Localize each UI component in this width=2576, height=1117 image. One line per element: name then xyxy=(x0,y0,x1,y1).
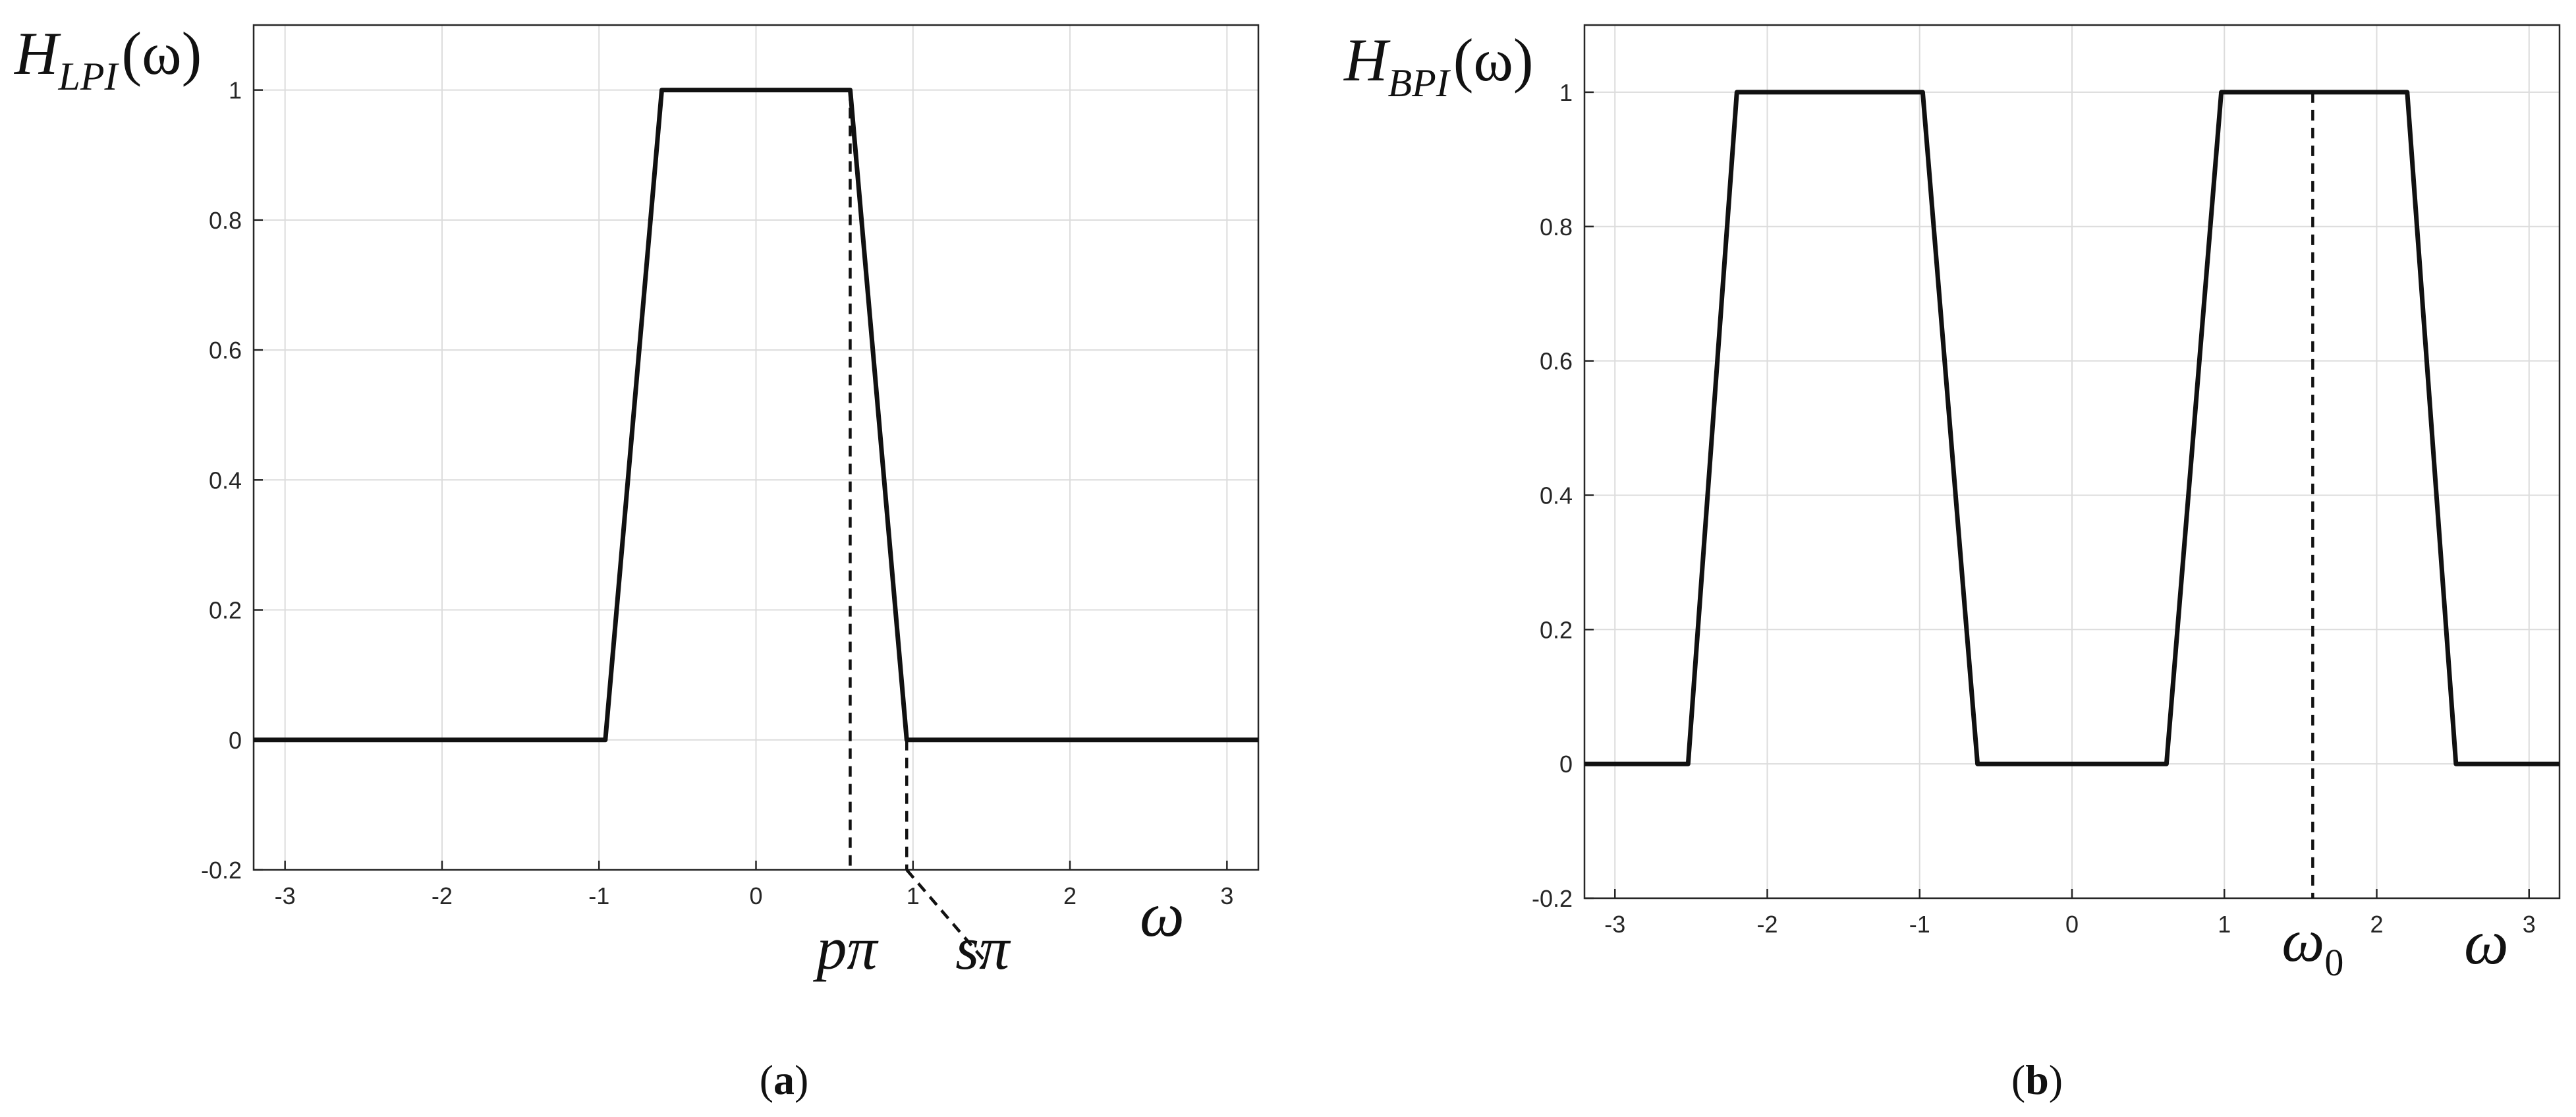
panel-b-caption-letter: b xyxy=(2025,1056,2049,1103)
panel-a-y-tick-label: 0.4 xyxy=(209,467,242,494)
panel-b-ylabel-sub: BPI xyxy=(1387,61,1451,105)
panel-a-y-tick-label: 0.6 xyxy=(209,337,242,364)
panel-a-ylabel: HLPI(ω) xyxy=(14,20,202,98)
panel-b-y-tick-label: 0.4 xyxy=(1540,482,1573,509)
panel-a-y-tick-label: 1 xyxy=(229,77,242,104)
panel-a-x-tick-label: 3 xyxy=(1220,882,1233,909)
panel-a-y-tick-label: 0 xyxy=(229,727,242,754)
panel-b-x-tick-label: -1 xyxy=(1909,911,1930,938)
panel-b-x-tick-label: 3 xyxy=(2523,911,2536,938)
panel-a-series-line xyxy=(254,88,1258,743)
panel-a-x-tick-label: -3 xyxy=(275,882,296,909)
panel-b-x-tick-label: 2 xyxy=(2370,911,2383,938)
panel-b-grid xyxy=(1584,25,2560,899)
panel-b-y-tick-label: -0.2 xyxy=(1532,885,1573,912)
panel-a: -3 -2 -1 0 1 2 3 -0.200.20.40.60.81 pπ sπ HLPI(… xyxy=(14,20,1260,1103)
panel-b-ylabel: HBPI(ω) xyxy=(1343,26,1534,105)
panel-b-xlabel: ω xyxy=(2464,907,2509,977)
panel-b-ylabel-arg: (ω) xyxy=(1453,26,1534,94)
panel-a-x-tick-label: 2 xyxy=(1063,882,1077,909)
panel-a-y-ticks: -0.2 0 0.2 0.4 0.6 0.8 1 xyxy=(201,77,263,884)
panel-a-grid xyxy=(254,25,1258,871)
panel-a-annotations: pπ sπ xyxy=(812,90,1011,982)
panel-b-y-tick-label: 0 xyxy=(1559,751,1573,778)
panel-a-annotation-leader xyxy=(905,869,987,963)
panel-a-x-tick-label: 0 xyxy=(749,882,762,909)
panel-a-x-ticks: -3 -2 -1 0 1 2 3 xyxy=(275,861,1233,909)
panel-a-x-tick-label: 1 xyxy=(907,882,920,909)
panel-b-y-tick-label: 0.6 xyxy=(1540,348,1573,375)
panel-a-ylabel-main: H xyxy=(14,20,61,87)
panel-a-annotation-label: pπ xyxy=(812,915,879,982)
panel-a-y-tick-label: 0.2 xyxy=(209,597,242,624)
panel-a-x-tick-label: -2 xyxy=(432,882,453,909)
panel-b-x-ticks: -3 -2 -1 0 1 2 3 xyxy=(1604,889,2536,938)
panel-a-ylabel-sub: LPI xyxy=(57,55,119,98)
panel-a-caption: (a) xyxy=(760,1056,809,1103)
panel-b-y-ticks: -0.2 0 0.2 0.4 0.6 0.8 1 xyxy=(1532,79,1594,912)
panel-b-x-tick-label: -2 xyxy=(1756,911,1778,938)
panel-b-x-tick-label: 1 xyxy=(2218,911,2231,938)
panel-b-annotations: ω0 xyxy=(2282,92,2343,984)
panel-b-series-line xyxy=(1584,90,2560,766)
panel-a-annotation-label: sπ xyxy=(955,915,1011,982)
panel-b-annotation-label-sub: 0 xyxy=(2324,941,2343,984)
panel-a-x-tick-label: -1 xyxy=(588,882,609,909)
panel-a-ylabel-arg: (ω) xyxy=(121,20,202,87)
panel-b-caption: (b) xyxy=(2011,1056,2063,1103)
panel-a-y-tick-label: -0.2 xyxy=(201,857,242,884)
panel-b-ylabel-main: H xyxy=(1343,26,1391,94)
panel-b-x-tick-label: -3 xyxy=(1604,911,1625,938)
panel-b-y-tick-label: 0.2 xyxy=(1540,616,1573,643)
panel-b-annotation-label: ω0 xyxy=(2282,907,2343,984)
panel-a-y-tick-label: 0.8 xyxy=(209,207,242,234)
panel-a-xlabel: ω xyxy=(1140,879,1185,950)
panel-b-y-tick-label: 0.8 xyxy=(1540,214,1573,241)
panel-a-caption-letter: a xyxy=(773,1056,795,1103)
panel-b-x-tick-label: 0 xyxy=(2065,911,2079,938)
panel-b-y-tick-label: 1 xyxy=(1559,79,1573,106)
panel-b: -3 -2 -1 0 1 2 3 -0.200.20.40.60.81 ω0 HBPI(ω)… xyxy=(1343,24,2561,1103)
